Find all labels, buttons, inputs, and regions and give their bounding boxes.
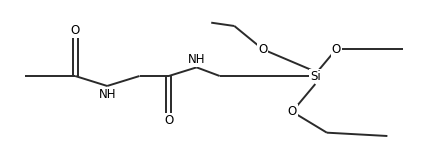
Text: Si: Si (310, 69, 321, 82)
Text: NH: NH (98, 87, 116, 100)
Text: O: O (258, 43, 268, 56)
Text: O: O (70, 24, 80, 37)
Text: O: O (287, 105, 297, 118)
Text: NH: NH (188, 53, 205, 66)
Text: O: O (164, 114, 173, 127)
Text: O: O (332, 43, 341, 56)
